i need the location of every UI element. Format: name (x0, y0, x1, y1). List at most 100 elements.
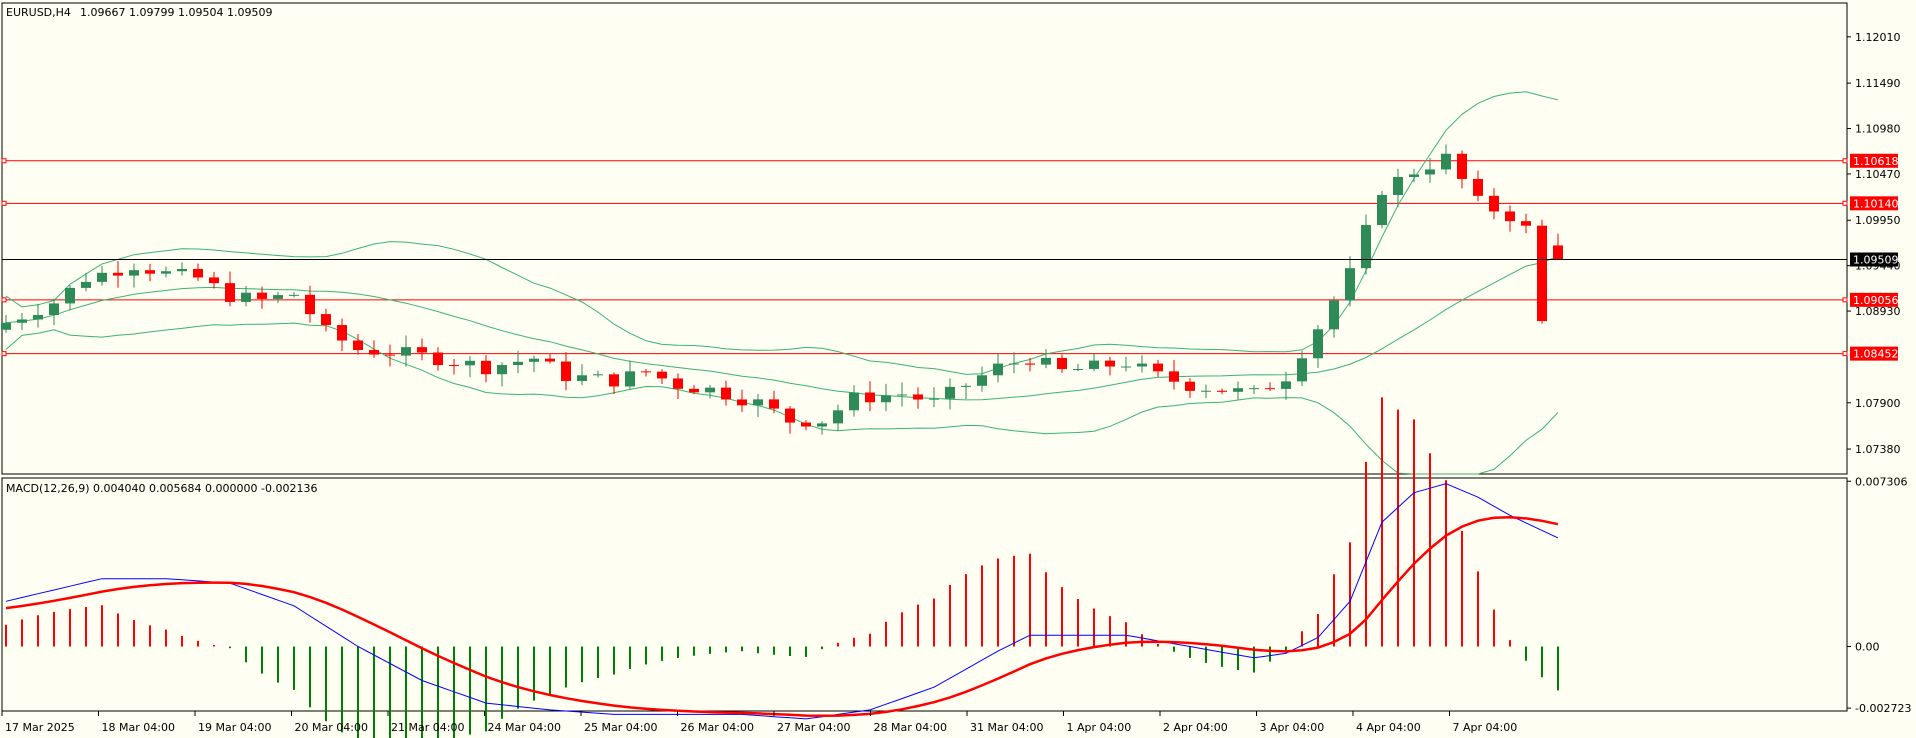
candle (161, 266, 171, 278)
level-tag (1850, 196, 1898, 211)
candle (273, 291, 283, 304)
candle (1393, 168, 1403, 208)
candle-body (33, 314, 43, 320)
price-tick-label: 1.08930 (1855, 305, 1901, 318)
candle (1153, 359, 1163, 377)
level-anchor-right[interactable] (1842, 200, 1848, 206)
candle-body (1377, 194, 1387, 226)
candle (1105, 356, 1115, 376)
price-tick-label: 1.10980 (1855, 123, 1901, 136)
candle-body (1249, 388, 1259, 390)
candle (33, 303, 43, 328)
candle-body (545, 358, 555, 362)
current-price-text: 1.09509 (1853, 254, 1899, 267)
candle-body (305, 294, 315, 315)
candle-body (1217, 390, 1227, 392)
candle (545, 354, 555, 364)
candle-body (1265, 388, 1275, 390)
candle (977, 366, 987, 392)
level-tag-text: 1.10140 (1853, 197, 1899, 210)
time-tick-label: 1 Apr 04:00 (1067, 721, 1132, 734)
time-axis[interactable]: 17 Mar 2025 18 Mar 04:00 19 Mar 04:00 20 Ma… (1, 711, 1517, 734)
candle-body (1153, 363, 1163, 372)
level-anchor-right[interactable] (1842, 351, 1848, 357)
candle (609, 372, 619, 394)
time-tick-label: 31 Mar 04:00 (970, 721, 1043, 734)
candle (433, 347, 443, 371)
candle (721, 380, 731, 406)
current-price-tag (1850, 252, 1898, 267)
candle (769, 390, 779, 414)
macd-pane[interactable]: MACD(12,26,9) 0.004040 0.005684 0.000000… (1, 397, 1911, 738)
candle-body (81, 281, 91, 288)
candle-body (1281, 381, 1291, 389)
candle (1377, 190, 1387, 229)
candle (513, 350, 523, 374)
candle-body (161, 271, 171, 274)
candle (49, 298, 59, 326)
level-anchor-left[interactable] (1, 351, 7, 357)
candle-body (465, 360, 475, 366)
candle (497, 362, 507, 387)
candle (257, 286, 267, 309)
macd-line (5, 483, 1559, 720)
candle (481, 355, 491, 383)
level-anchor-left[interactable] (1, 200, 7, 206)
candle-body (689, 388, 699, 393)
candle (225, 271, 235, 307)
candle (1073, 363, 1083, 372)
price-pane[interactable]: EURUSD,H4 1.09667 1.09799 1.09504 1.0950… (1, 2, 1901, 475)
candle (1329, 296, 1339, 338)
candle-body (1073, 368, 1083, 370)
candle-body (561, 361, 571, 381)
candle (1457, 150, 1467, 189)
candle-body (129, 270, 139, 276)
candle-body (177, 268, 187, 272)
candle (705, 384, 715, 399)
macd-axis[interactable]: 0.007306 0.00 -0.002723 (1847, 475, 1911, 715)
candle-body (929, 398, 939, 400)
candle (1505, 205, 1515, 232)
time-tick-label: 21 Mar 04:00 (391, 721, 464, 734)
candle (625, 360, 635, 390)
candle-body (401, 347, 411, 356)
candle-body (289, 294, 299, 296)
candle-body (1473, 178, 1483, 196)
candle (1553, 233, 1563, 260)
level-anchor-right[interactable] (1842, 158, 1848, 164)
level-anchor-right[interactable] (1842, 297, 1848, 303)
candle-body (593, 374, 603, 376)
candle (657, 369, 667, 385)
candle-body (449, 365, 459, 367)
candle (961, 383, 971, 400)
candle-body (209, 277, 219, 284)
candle-body (513, 361, 523, 366)
time-tick-label: 24 Mar 04:00 (488, 721, 561, 734)
candle-body (1025, 363, 1035, 365)
level-tag (1850, 346, 1898, 361)
candle-body (1185, 381, 1195, 391)
candle-body (849, 392, 859, 411)
candle (129, 263, 139, 288)
candle-body (1505, 211, 1515, 222)
price-tick-label: 1.10470 (1855, 168, 1901, 181)
candle (337, 318, 347, 352)
time-tick-label: 28 Mar 04:00 (874, 721, 947, 734)
candle-body (1521, 221, 1531, 226)
candle (593, 370, 603, 378)
candle (369, 340, 379, 358)
candle-body (753, 399, 763, 406)
candle-body (113, 272, 123, 276)
candle-body (481, 360, 491, 375)
price-tick-label: 1.12010 (1855, 31, 1901, 44)
candle (1361, 214, 1371, 275)
candle (17, 312, 27, 330)
time-tick-label: 4 Apr 04:00 (1356, 721, 1421, 734)
candle-body (1409, 174, 1419, 177)
price-axis[interactable]: 1.120101.114901.109801.104701.099501.094… (1847, 31, 1901, 456)
level-tag-text: 1.09056 (1853, 294, 1899, 307)
level-anchor-left[interactable] (1, 297, 7, 303)
level-anchor-left[interactable] (1, 158, 7, 164)
